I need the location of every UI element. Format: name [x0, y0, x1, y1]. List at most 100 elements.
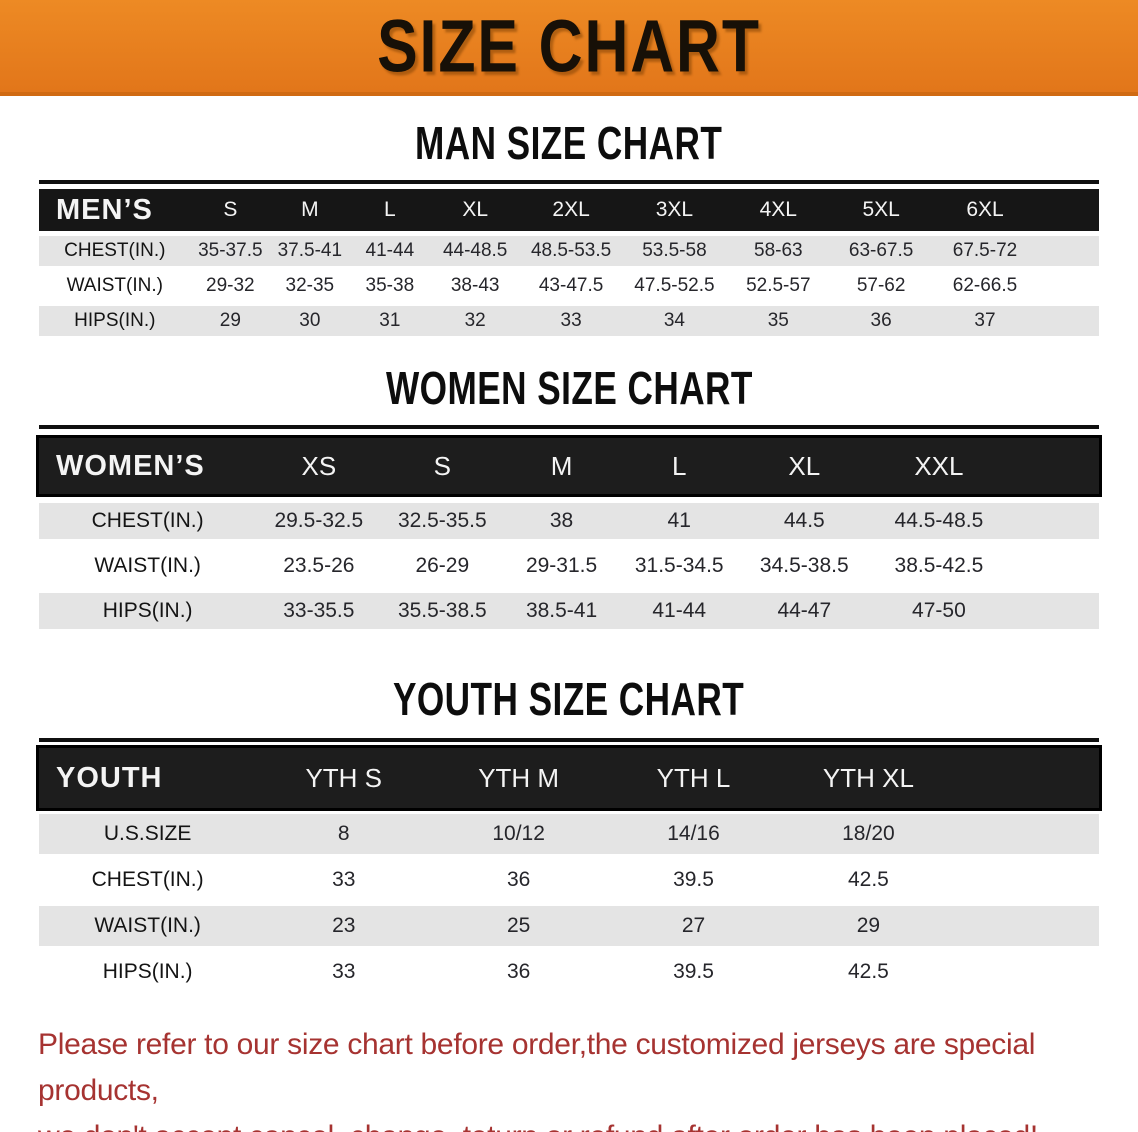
row-label: CHEST(IN.)	[91, 509, 204, 532]
value-cell: 47.5-52.5	[634, 275, 715, 296]
size-column-header: L	[384, 198, 396, 221]
value-cell: 57-62	[856, 275, 906, 296]
value-cell: 48.5-53.5	[530, 240, 612, 261]
size-column-header: 4XL	[759, 198, 797, 221]
value-cell: 34.5-38.5	[759, 554, 849, 577]
size-column-header: 2XL	[552, 198, 590, 221]
size-column-header: S	[223, 198, 238, 221]
value-cell: 33	[332, 868, 356, 891]
row-label: WAIST(IN.)	[94, 914, 201, 937]
value-cell: 38.5-42.5	[894, 554, 984, 577]
table-row: WAIST(IN.) 23.5-26 26-29 29-31.5 31.5-34…	[39, 548, 1099, 584]
value-cell: 36	[870, 310, 892, 331]
value-cell: 53.5-58	[642, 240, 707, 261]
value-cell: 39.5	[673, 868, 714, 891]
value-cell: 62-66.5	[952, 275, 1018, 296]
value-cell: 35-38	[365, 275, 415, 296]
table-row: WAIST(IN.) 23 25 27 29	[39, 906, 1099, 946]
value-cell: 31	[379, 310, 401, 331]
size-column-header: XS	[301, 450, 337, 481]
size-column-header: 6XL	[966, 198, 1004, 221]
spacer-cell	[1037, 189, 1099, 231]
value-cell: 38	[549, 509, 574, 532]
value-cell: 41-44	[365, 240, 415, 261]
value-cell: 14/16	[667, 822, 720, 845]
size-column-header: YTH M	[478, 762, 560, 793]
men-size-table: MEN’S S M L XL 2XL 3XL 4XL 5XL 6XL CHEST…	[39, 180, 1099, 341]
row-label: HIPS(IN.)	[74, 310, 156, 331]
table-top-rule	[39, 180, 1099, 184]
size-column-header: M	[301, 198, 319, 221]
value-cell: 44-48.5	[442, 240, 508, 261]
women-section-title: WOMEN SIZE CHART	[385, 363, 753, 415]
value-cell: 47-50	[912, 599, 966, 622]
value-cell: 34	[663, 310, 685, 331]
value-cell: 32-35	[285, 275, 335, 296]
table-row: HIPS(IN.) 29 30 31 32 33 34 35 36 37	[39, 306, 1099, 336]
value-cell: 8	[337, 822, 350, 845]
row-label: HIPS(IN.)	[102, 599, 193, 622]
youth-size-table: YOUTH YTH S YTH M YTH L YTH XL U.S.SIZE …	[36, 738, 1102, 998]
youth-header-label: YOUTH	[56, 761, 163, 794]
size-column-header: 5XL	[862, 198, 900, 221]
value-cell: 32	[464, 310, 486, 331]
value-cell: 29-31.5	[525, 554, 598, 577]
value-cell: 36	[506, 868, 531, 891]
value-cell: 35-37.5	[198, 240, 263, 261]
value-cell: 44-47	[777, 599, 832, 622]
value-cell: 29	[219, 310, 241, 331]
table-row: HIPS(IN.) 33-35.5 35.5-38.5 38.5-41 41-4…	[39, 593, 1099, 629]
row-label: CHEST(IN.)	[91, 868, 204, 891]
value-cell: 29.5-32.5	[274, 509, 364, 532]
value-cell: 44.5	[783, 509, 825, 532]
spacer-cell	[1037, 271, 1099, 301]
spacer-cell	[956, 748, 1099, 808]
value-cell: 43-47.5	[538, 275, 604, 296]
size-column-header: XL	[462, 198, 489, 221]
size-column-header: M	[550, 450, 573, 481]
spacer-cell	[956, 860, 1099, 900]
size-column-header: YTH L	[656, 762, 731, 793]
value-cell: 44.5-48.5	[894, 509, 984, 532]
value-cell: 33-35.5	[283, 599, 355, 622]
value-cell: 42.5	[847, 868, 889, 891]
value-cell: 10/12	[492, 822, 545, 845]
table-top-rule	[39, 738, 1099, 742]
value-cell: 41-44	[652, 599, 707, 622]
spacer-cell	[956, 906, 1099, 946]
spacer-cell	[1037, 306, 1099, 336]
value-cell: 39.5	[673, 960, 714, 983]
size-column-header: 3XL	[655, 198, 694, 221]
row-label: U.S.SIZE	[103, 822, 192, 845]
value-cell: 38-43	[450, 275, 500, 296]
value-cell: 30	[299, 310, 321, 331]
order-disclaimer: Please refer to our size chart before or…	[38, 1022, 1138, 1132]
value-cell: 27	[681, 914, 706, 937]
value-cell: 37.5-41	[277, 240, 343, 261]
value-cell: 58-63	[754, 240, 803, 261]
value-cell: 37	[974, 310, 996, 331]
spacer-cell	[1037, 236, 1099, 266]
men-section-title: MAN SIZE CHART	[415, 118, 723, 170]
size-column-header: XXL	[914, 450, 964, 481]
size-column-header: XL	[788, 450, 821, 481]
size-chart-banner: SIZE CHART	[0, 0, 1138, 96]
value-cell: 23	[332, 914, 356, 937]
value-cell: 29	[856, 914, 881, 937]
table-row: CHEST(IN.) 35-37.5 37.5-41 41-44 44-48.5…	[39, 236, 1099, 266]
value-cell: 52.5-57	[746, 275, 811, 296]
size-column-header: L	[671, 450, 687, 481]
spacer-cell	[1008, 593, 1099, 629]
row-label: WAIST(IN.)	[94, 554, 201, 577]
row-label: CHEST(IN.)	[64, 240, 166, 261]
table-row: CHEST(IN.) 29.5-32.5 32.5-35.5 38 41 44.…	[39, 503, 1099, 539]
value-cell: 31.5-34.5	[634, 554, 724, 577]
row-label: HIPS(IN.)	[102, 960, 193, 983]
value-cell: 33	[560, 310, 582, 331]
spacer-cell	[1008, 503, 1099, 539]
women-header-label: WOMEN’S	[56, 449, 205, 482]
value-cell: 36	[506, 960, 531, 983]
table-row: CHEST(IN.) 33 36 39.5 42.5	[39, 860, 1099, 900]
men-header-row: MEN’S S M L XL 2XL 3XL 4XL 5XL 6XL	[39, 189, 1099, 231]
women-header-row: WOMEN’S XS S M L XL XXL	[36, 435, 1102, 497]
